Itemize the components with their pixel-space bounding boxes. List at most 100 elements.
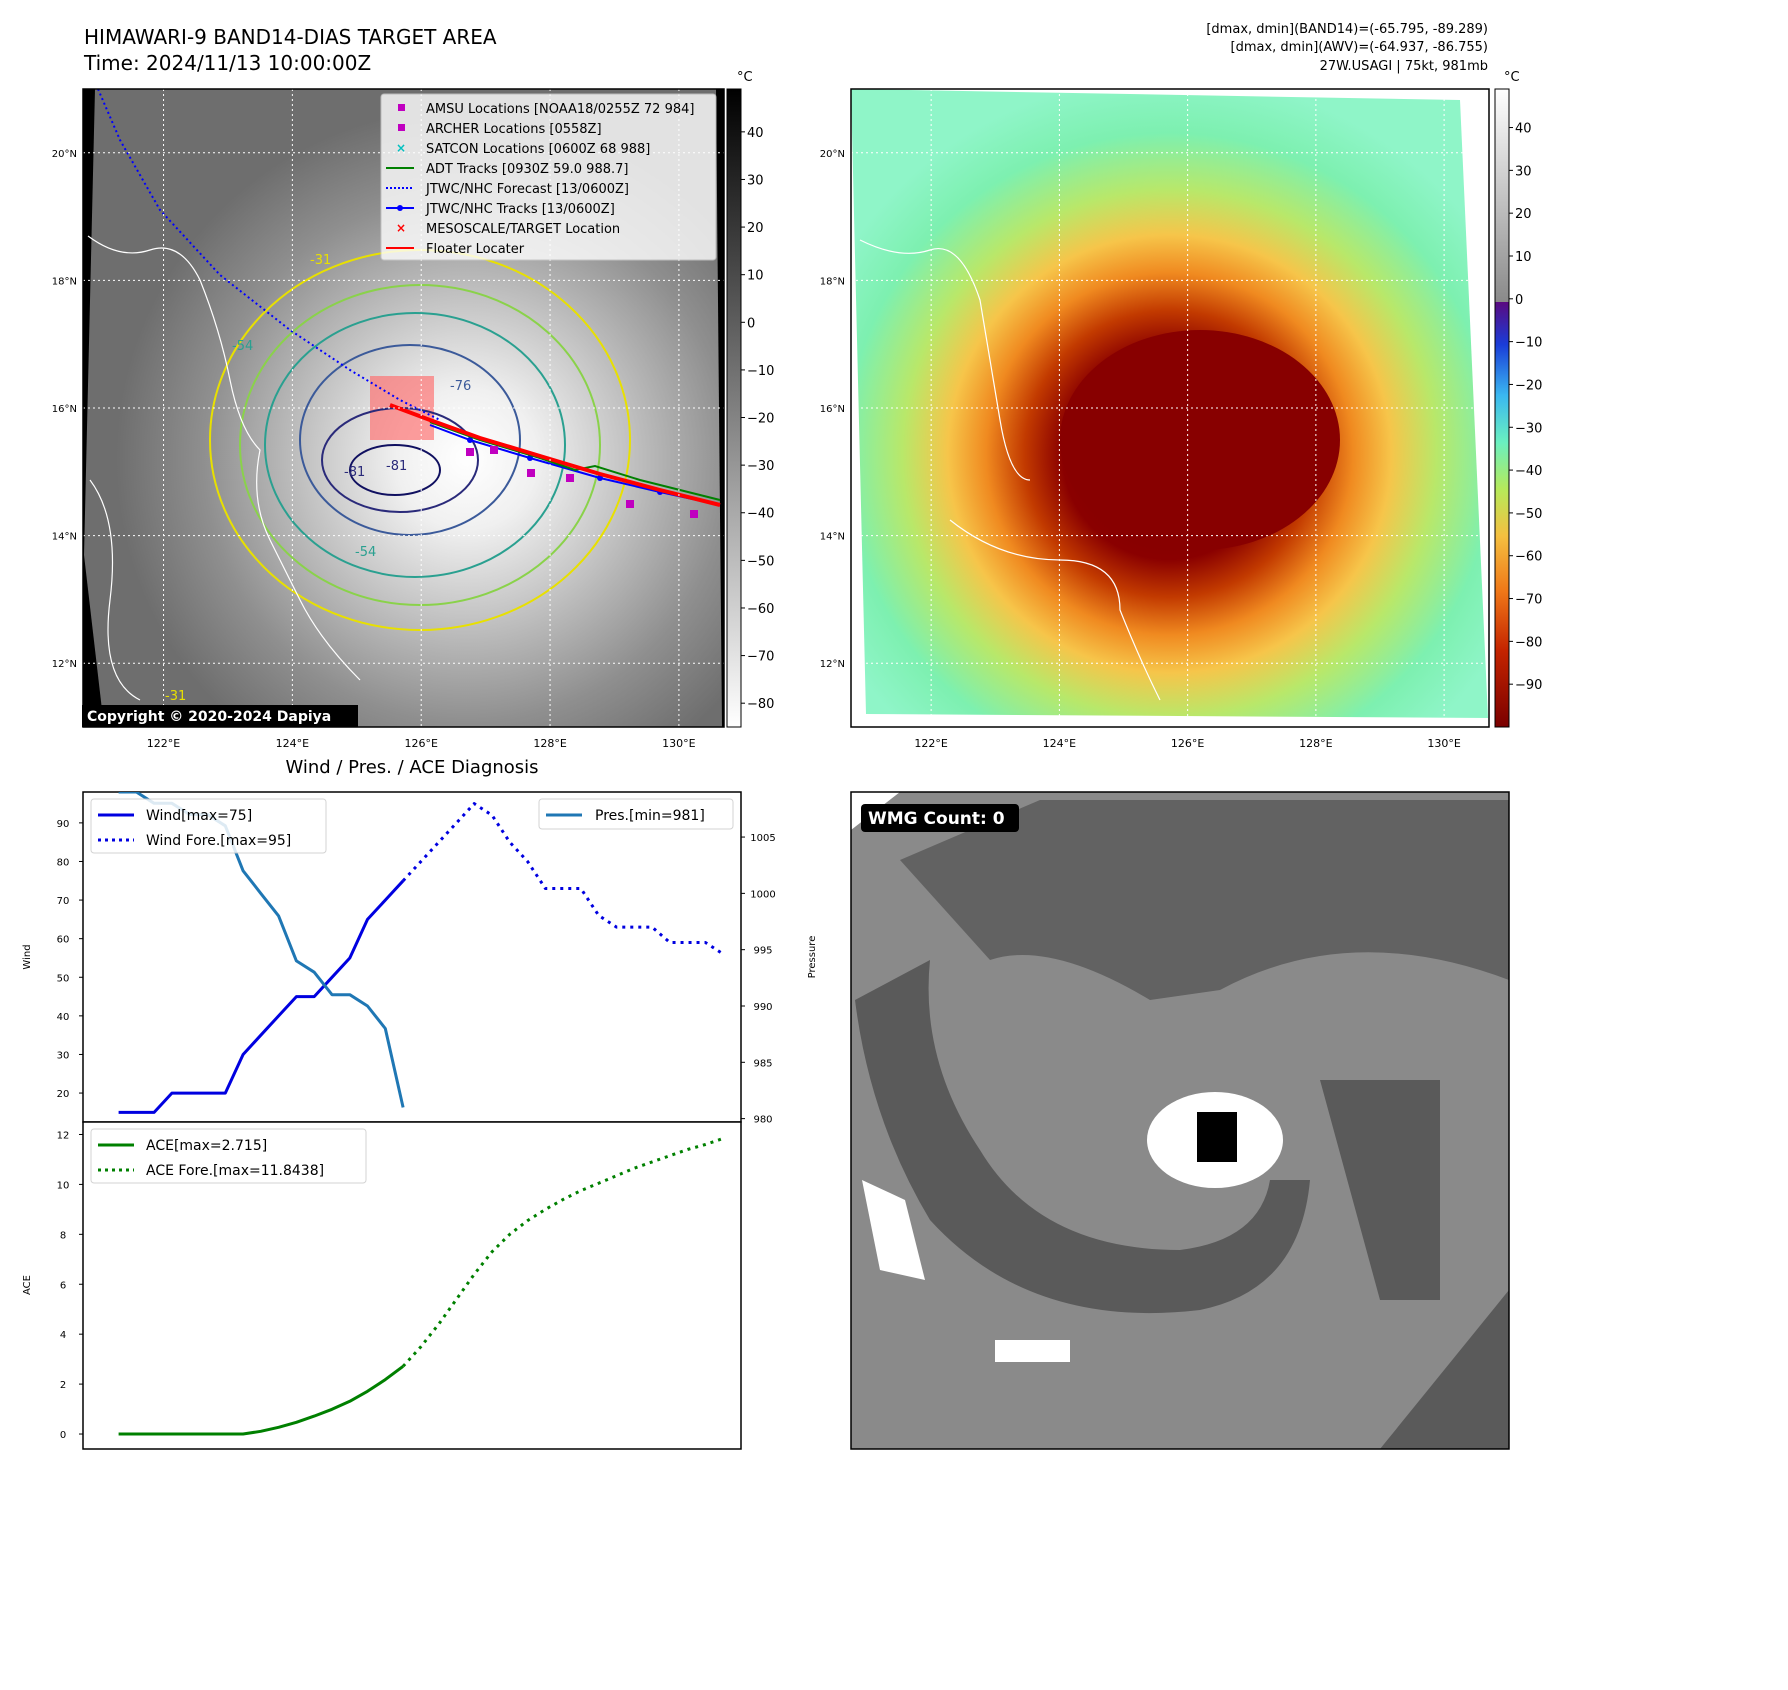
stats-awv: [dmax, dmin](AWV)=(-64.937, -86.755) [1231, 40, 1488, 55]
y2-tick-label: 1005 [750, 833, 775, 844]
map-color-gridlines [851, 89, 1489, 727]
y-tick-label: 30 [57, 1050, 70, 1061]
colorbar-tick-label: −40 [1515, 464, 1542, 479]
jtwc-track-point [527, 455, 533, 461]
jtwc-track-point [597, 475, 603, 481]
y-tick-label: 90 [57, 819, 70, 830]
y-tick-label: 8 [60, 1230, 66, 1241]
lat-tick-label: 14°N [52, 532, 77, 543]
y-tick-label: 70 [57, 896, 70, 907]
y2-tick-label: 995 [753, 946, 772, 957]
lon-tick-label: 124°E [276, 737, 309, 750]
legend-marker [397, 205, 403, 211]
colorbar-tick-label: −90 [1515, 678, 1542, 693]
pressure-legend: Pres.[min=981] [538, 798, 734, 830]
amsu-marker [466, 448, 474, 456]
legend-label: MESOSCALE/TARGET Location [426, 222, 620, 237]
legend-label: AMSU Locations [NOAA18/0255Z 72 984] [426, 102, 694, 117]
lon-tick-label: 128°E [1299, 737, 1332, 750]
legend-wind-fore: Wind Fore.[max=95] [146, 833, 291, 849]
lon-tick-label: 124°E [1043, 737, 1076, 750]
colorbar-tick-label: −40 [747, 507, 774, 522]
contour-label: -54 [232, 339, 253, 354]
wind-legend: Wind[max=75] Wind Fore.[max=95] [90, 798, 327, 854]
amsu-marker [490, 446, 498, 454]
legend-ace: ACE[max=2.715] [146, 1138, 267, 1154]
colorbar-tick-label: −10 [1515, 336, 1542, 351]
figure: HIMAWARI-9 BAND14-DIAS TARGET AREA Time:… [22, 22, 1542, 1450]
y-tick-label: 12 [57, 1130, 70, 1141]
colorbar-color: °C 40 30 20 10 0 −10 −20 −30 −40 −50 −60 −70 −80 −90 [1494, 70, 1542, 728]
colorbar-tick-label: −70 [1515, 593, 1542, 608]
legend-marker: × [396, 141, 406, 155]
legend-label: JTWC/NHC Tracks [13/0600Z] [425, 202, 615, 217]
colorbar-tick-label: −60 [747, 602, 774, 617]
stats-band14: [dmax, dmin](BAND14)=(-65.795, -89.289) [1206, 22, 1488, 37]
wmg-light-area [851, 792, 900, 1000]
colorbar-tick-label: 30 [1515, 164, 1532, 179]
diagnosis-title: Wind / Pres. / ACE Diagnosis [285, 757, 538, 778]
lat-tick-label: 12°N [820, 659, 845, 670]
coastline [859, 239, 1161, 701]
lat-tick-label: 12°N [52, 659, 77, 670]
lon-tick-label: 130°E [1427, 737, 1460, 750]
lon-tick-label: 126°E [1171, 737, 1204, 750]
lon-tick-label: 122°E [147, 737, 180, 750]
y2-tick-label: 980 [753, 1115, 772, 1126]
series-wind [118, 879, 405, 1114]
wmg-dark-corner [1380, 1290, 1509, 1449]
wind-axis-label: Wind [22, 944, 33, 969]
series-ace-fore [401, 1136, 724, 1368]
legend-label: SATCON Locations [0600Z 68 988] [426, 142, 650, 157]
legend-marker: × [396, 221, 406, 235]
contour-minus54 [264, 312, 566, 578]
colorbar-tick-label: 20 [1515, 207, 1532, 222]
contour-label: -81 [344, 465, 365, 480]
amsu-marker [690, 510, 698, 518]
y2-tick-label: 985 [753, 1058, 772, 1069]
y-tick-label: 10 [57, 1180, 70, 1191]
amsu-marker [626, 500, 634, 508]
lat-tick-label: 18°N [52, 276, 77, 287]
y2-tick-label: 990 [753, 1002, 772, 1013]
lon-tick-label: 130°E [662, 737, 695, 750]
colorbar-tick-label: −70 [747, 650, 774, 665]
figure-title: HIMAWARI-9 BAND14-DIAS TARGET AREA [84, 25, 497, 49]
wmg-white-patch [862, 1180, 925, 1280]
wmg-dark-band-top [900, 800, 1509, 1000]
contour-label: -76 [450, 379, 471, 394]
lon-tick-label: 122°E [914, 737, 947, 750]
legend-label: Floater Locater [426, 242, 525, 257]
contour-label: -31 [310, 253, 331, 268]
cdo-core [1060, 330, 1340, 550]
colorbar-tick-label: 10 [747, 269, 764, 284]
copyright-text: Copyright © 2020-2024 Dapiya [87, 709, 331, 725]
storm-info: 27W.USAGI | 75kt, 981mb [1320, 59, 1488, 74]
y-tick-label: 40 [57, 1012, 70, 1023]
y-tick-label: 0 [60, 1430, 66, 1441]
lat-tick-label: 20°N [820, 149, 845, 160]
jtwc-track-point [467, 437, 473, 443]
lon-tick-label: 126°E [404, 737, 437, 750]
legend-marker [398, 124, 405, 131]
map-legend: AMSU Locations [NOAA18/0255Z 72 984] ARCH… [380, 93, 717, 261]
wmg-count-text: WMG Count: 0 [868, 809, 1005, 829]
colorbar-tick-label: −20 [747, 412, 774, 427]
colorbar-tick-label: −10 [747, 364, 774, 379]
colorbar-tick-label: 40 [747, 126, 764, 141]
colorbar-tick-label: −20 [1515, 378, 1542, 393]
contour-minus76 [299, 344, 521, 536]
colorbar-color-unit: °C [1504, 70, 1520, 85]
colorbar-tick-label: 40 [1515, 122, 1532, 137]
wmg-panel: WMG Count: 0 [850, 791, 1510, 1450]
colorbar-tick-label: −80 [1515, 635, 1542, 650]
lat-tick-label: 20°N [52, 149, 77, 160]
floater-locater [389, 403, 721, 507]
wmg-count-badge [861, 804, 1019, 832]
colorbar-gray-unit: °C [737, 70, 753, 85]
lat-tick-label: 14°N [820, 532, 845, 543]
colorbar-tick-label: 0 [1515, 293, 1523, 308]
legend-marker [398, 104, 405, 111]
colorbar-tick-label: −60 [1515, 550, 1542, 565]
y-tick-label: 80 [57, 857, 70, 868]
